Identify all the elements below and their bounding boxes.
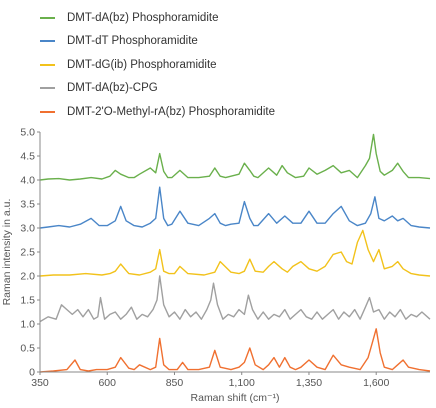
x-tick-label: 1,600	[363, 377, 389, 389]
x-tick-label: 1,350	[296, 377, 322, 389]
series-line	[39, 186, 431, 229]
series-line	[39, 275, 431, 323]
y-tick-label: 1.5	[20, 295, 35, 307]
legend-item: DMT-2'O-Methyl-rA(bz) Phosphoramidite	[40, 100, 430, 124]
x-tick-label: 1,100	[229, 377, 255, 389]
legend-label: DMT-dG(ib) Phosphoramidite	[67, 58, 217, 71]
plot-area	[39, 133, 431, 373]
legend-item: DMT-dA(bz) Phosphoramidite	[40, 6, 430, 30]
y-tick-label: 4.5	[20, 151, 35, 163]
y-tick-label: 0	[29, 367, 35, 379]
y-axis-title: Raman intensity in a.u.	[1, 199, 13, 306]
x-tick-label: 850	[166, 377, 184, 389]
legend-swatch	[40, 63, 55, 66]
series-line	[39, 133, 431, 181]
legend-swatch	[40, 16, 55, 19]
legend-label: DMT-dT Phosphoramidite	[67, 35, 198, 48]
x-tick-label: 350	[31, 377, 49, 389]
y-tick-label: 4.0	[20, 175, 35, 187]
series-line	[39, 328, 431, 373]
series-line	[39, 229, 431, 277]
legend-label: DMT-2'O-Methyl-rA(bz) Phosphoramidite	[67, 105, 275, 118]
x-tick-label: 600	[98, 377, 116, 389]
legend-item: DMT-dG(ib) Phosphoramidite	[40, 53, 430, 77]
y-tick-label: 0.5	[20, 343, 35, 355]
x-axis-title: Raman shift (cm⁻¹)	[191, 392, 280, 404]
legend-label: DMT-dA(bz)-CPG	[67, 82, 158, 95]
y-tick-label: 5.0	[20, 127, 35, 139]
y-tick-label: 3.0	[20, 223, 35, 235]
legend-swatch	[40, 40, 55, 43]
legend-label: DMT-dA(bz) Phosphoramidite	[67, 11, 219, 24]
y-tick-label: 2.5	[20, 247, 35, 259]
legend-item: DMT-dA(bz)-CPG	[40, 77, 430, 101]
axes: 0 0.5 1.0 1.5 2.0 2.5 3.0 3.5 4.0 4.5 5.0 350 600 850…	[20, 127, 430, 389]
legend-item: DMT-dT Phosphoramidite	[40, 30, 430, 54]
y-tick-label: 1.0	[20, 319, 35, 331]
y-tick-label: 3.5	[20, 199, 35, 211]
chart-legend: DMT-dA(bz) Phosphoramidite DMT-dT Phospho…	[40, 6, 430, 124]
y-tick-label: 2.0	[20, 271, 35, 283]
legend-swatch	[40, 110, 55, 113]
legend-swatch	[40, 87, 55, 90]
